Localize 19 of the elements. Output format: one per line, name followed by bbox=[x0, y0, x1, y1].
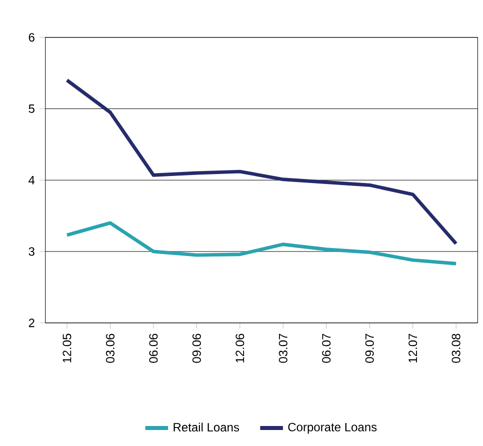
x-tick-label: 12.05 bbox=[62, 334, 72, 363]
x-tick-label: 09.06 bbox=[192, 334, 201, 364]
line-series bbox=[65, 78, 458, 246]
y-tick-label: 2 bbox=[28, 318, 34, 328]
x-tick-label: 06.07 bbox=[322, 334, 331, 364]
line-series bbox=[65, 221, 458, 266]
legend-label: Retail Loans bbox=[174, 422, 240, 432]
x-tick-label: 06.06 bbox=[149, 334, 158, 364]
x-tick-label: 03.06 bbox=[106, 334, 114, 364]
x-tick-label: 12.07 bbox=[408, 334, 418, 363]
y-tick-label: 5 bbox=[28, 104, 34, 114]
y-tick-label: 3 bbox=[28, 247, 34, 256]
x-tick-label: 03.08 bbox=[452, 334, 460, 364]
y-tick-label: 4 bbox=[28, 176, 35, 184]
y-tick-label: 6 bbox=[28, 33, 34, 42]
x-tick-label: 03.07 bbox=[278, 334, 288, 364]
x-tick-label: 09.07 bbox=[365, 334, 374, 364]
x-tick-label: 12.06 bbox=[236, 334, 244, 363]
legend-label: Corporate Loans bbox=[288, 423, 377, 434]
